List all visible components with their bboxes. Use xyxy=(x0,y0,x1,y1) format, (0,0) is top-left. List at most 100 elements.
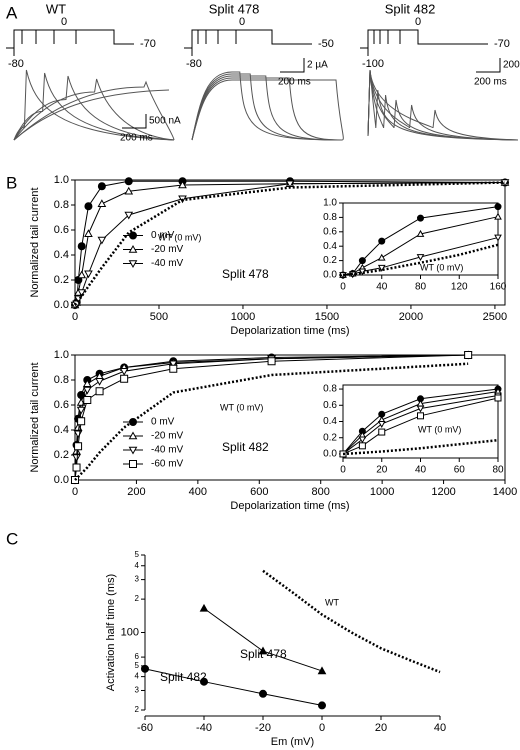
x-tick-label: 40 xyxy=(376,282,388,293)
protocol-label: 0 xyxy=(61,16,67,28)
data-point xyxy=(169,364,178,373)
data-point xyxy=(72,463,81,472)
annotation: Split 478 xyxy=(222,267,269,281)
legend-label: -20 mV xyxy=(151,244,184,255)
annotation: WT (0 mV) xyxy=(418,424,461,434)
x-tick-label: 80 xyxy=(415,282,427,293)
x-tick-label: 600 xyxy=(250,486,268,498)
data-point xyxy=(494,234,502,242)
legend-label: -60 mV xyxy=(151,459,184,470)
protocol-label: -50 xyxy=(318,38,334,50)
data-point xyxy=(97,182,106,191)
data-point xyxy=(120,374,129,383)
y-tick-label: 0.0 xyxy=(323,449,337,460)
data-point xyxy=(82,386,92,395)
y-tick-label: 100 xyxy=(121,626,139,638)
x-tick-label: 160 xyxy=(490,282,507,293)
x-tick-label: 0 xyxy=(319,722,325,734)
current-trace xyxy=(367,69,519,141)
data-point xyxy=(464,351,473,359)
y-tick-label: 1.0 xyxy=(54,349,69,361)
scale-bar xyxy=(476,58,501,73)
y-tick-label: 0.6 xyxy=(54,399,69,411)
reference-curve xyxy=(342,243,499,277)
legend-marker xyxy=(128,446,138,455)
data-point xyxy=(72,454,81,463)
scale-bar-label: 200 ms xyxy=(474,77,507,88)
protocol-label: -70 xyxy=(494,38,510,50)
protocol-label: -80 xyxy=(8,58,24,70)
reference-curve xyxy=(74,362,469,481)
y-axis-label: Normalized tail current xyxy=(29,362,41,472)
x-tick-label: 1400 xyxy=(493,486,517,498)
y-tick-label: 0.2 xyxy=(54,449,69,461)
y-tick-label: 0.8 xyxy=(323,384,337,395)
y-tick-label: 3 xyxy=(135,686,140,695)
scale-bar xyxy=(280,58,305,73)
y-tick-label: 3 xyxy=(135,575,140,584)
y-tick-label: 0.4 xyxy=(323,241,337,252)
x-tick-label: 120 xyxy=(451,282,468,293)
x-tick-label: 20 xyxy=(375,722,387,734)
legend-marker xyxy=(128,244,138,253)
data-point xyxy=(358,257,366,265)
series-line xyxy=(74,354,469,481)
reference-curve xyxy=(342,438,499,456)
scale-bar xyxy=(122,114,147,129)
current-trace xyxy=(191,79,344,141)
x-tick-label: 800 xyxy=(312,486,330,498)
legend-marker xyxy=(129,231,137,240)
annotation: WT (0 mV) xyxy=(420,262,463,272)
x-tick-label: 40 xyxy=(434,722,446,734)
data-point xyxy=(358,442,366,450)
data-point xyxy=(76,406,86,415)
data-point xyxy=(82,379,92,388)
y-axis-label: Normalized tail current xyxy=(29,187,41,297)
data-point xyxy=(84,270,93,279)
panel-label: C xyxy=(6,529,18,548)
data-point xyxy=(119,367,129,376)
data-point xyxy=(168,360,178,369)
data-point xyxy=(97,199,107,208)
reference-curve xyxy=(262,569,441,674)
y-tick-label: 0.4 xyxy=(323,416,337,427)
data-point xyxy=(378,428,386,436)
data-point xyxy=(77,270,87,279)
scale-bar-label: 2 µA xyxy=(307,60,328,71)
data-point xyxy=(124,211,134,220)
data-point xyxy=(417,214,424,222)
legend-label: 0 mV xyxy=(151,230,175,241)
annotation: WT xyxy=(325,597,339,607)
data-point xyxy=(74,442,83,451)
annotation: WT (0 mV) xyxy=(220,402,263,412)
x-tick-label: -40 xyxy=(196,722,212,734)
legend-marker xyxy=(128,431,138,440)
y-tick-label: 0.2 xyxy=(323,255,337,266)
y-tick-label: 4 xyxy=(135,672,140,681)
data-point xyxy=(77,289,87,298)
scale-bar-label: 200 ms xyxy=(120,133,153,144)
current-trace xyxy=(13,89,170,141)
data-point xyxy=(77,242,86,251)
x-tick-label: 500 xyxy=(150,311,168,323)
scale-bar-label: 200 ms xyxy=(278,77,311,88)
current-trace xyxy=(13,72,175,141)
y-tick-label: 0.4 xyxy=(54,249,69,261)
data-point xyxy=(259,689,267,698)
data-point xyxy=(377,253,386,261)
current-trace xyxy=(367,69,519,141)
data-point xyxy=(97,236,107,245)
data-point xyxy=(494,212,502,220)
data-point xyxy=(494,203,502,211)
y-tick-label: 0.8 xyxy=(54,199,69,211)
annotation: Split 482 xyxy=(160,670,207,684)
data-point xyxy=(124,186,134,195)
y-tick-label: 2 xyxy=(135,594,140,603)
protocol-label: -80 xyxy=(186,58,202,70)
data-point xyxy=(141,664,149,673)
y-tick-label: 0.0 xyxy=(54,474,69,486)
y-tick-label: 0.6 xyxy=(323,400,337,411)
reference-curve xyxy=(74,181,506,306)
